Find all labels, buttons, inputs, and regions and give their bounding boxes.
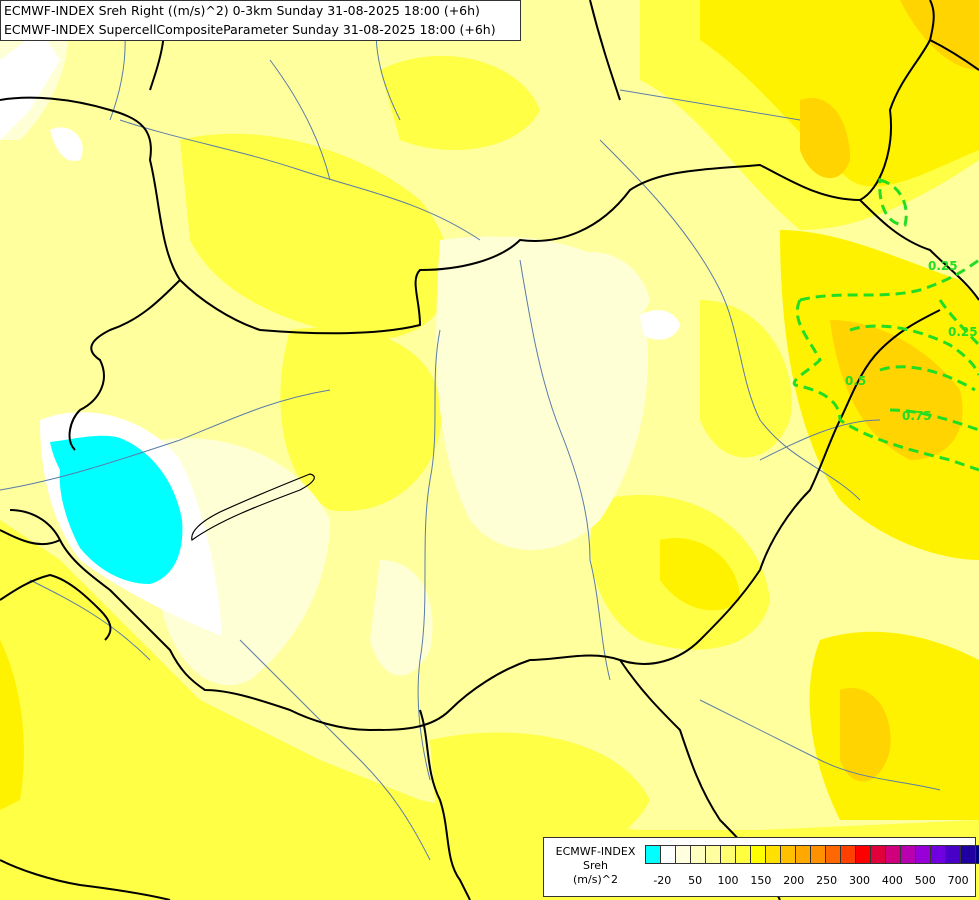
legend-swatch — [690, 845, 706, 864]
legend-swatch — [915, 845, 931, 864]
legend-swatch — [885, 845, 901, 864]
scp-contour-labels: 0.25 0.25 0.5 0.75 — [845, 259, 978, 423]
legend-swatch — [765, 845, 781, 864]
legend-swatches — [645, 845, 979, 864]
legend-swatch — [720, 845, 736, 864]
legend-tick-label: 250 — [816, 874, 838, 887]
legend-tick-label: 400 — [881, 874, 903, 887]
map-title-box: ECMWF-INDEX Sreh Right ((m/s)^2) 0-3km S… — [0, 0, 521, 41]
legend-swatch — [945, 845, 961, 864]
sreh-field-cyan — [50, 435, 183, 584]
legend-tick-label: 100 — [717, 874, 739, 887]
contour-label: 0.75 — [902, 409, 932, 423]
legend-swatch — [855, 845, 871, 864]
legend-label-line-2: Sreh — [582, 859, 608, 872]
legend-swatch — [975, 845, 979, 864]
legend-tick-label: 150 — [750, 874, 772, 887]
legend-swatch — [930, 845, 946, 864]
legend-swatch — [795, 845, 811, 864]
legend-swatch — [960, 845, 976, 864]
legend-swatch — [825, 845, 841, 864]
lake-balaton — [191, 473, 315, 542]
legend-swatch — [660, 845, 676, 864]
sreh-field-orange — [800, 0, 979, 782]
legend-swatch — [900, 845, 916, 864]
contour-label: 0.25 — [928, 259, 958, 273]
contour-label: 0.5 — [845, 374, 866, 388]
legend-tick-label: 700 — [947, 874, 969, 887]
legend-swatch — [840, 845, 856, 864]
legend-tick-label: 300 — [849, 874, 871, 887]
title-line-2: ECMWF-INDEX SupercellCompositeParameter … — [4, 22, 496, 37]
legend-label-line-1: ECMWF-INDEX — [555, 845, 636, 858]
legend-swatch — [645, 845, 661, 864]
rivers — [0, 0, 941, 861]
legend-swatch — [870, 845, 886, 864]
legend-swatch — [705, 845, 721, 864]
legend-label-line-3: (m/s)^2 — [573, 873, 618, 886]
legend-label: ECMWF-INDEX Sreh (m/s)^2 — [548, 845, 643, 887]
legend-swatch — [780, 845, 796, 864]
legend-tick-label: 50 — [688, 874, 703, 887]
legend-swatch — [810, 845, 826, 864]
legend-tick-label: 200 — [783, 874, 805, 887]
legend-tick-label: 500 — [914, 874, 936, 887]
title-line-1: ECMWF-INDEX Sreh Right ((m/s)^2) 0-3km S… — [4, 3, 480, 18]
legend-swatch — [675, 845, 691, 864]
legend-swatch — [735, 845, 751, 864]
contour-label: 0.25 — [948, 325, 978, 339]
legend-tick-label: -20 — [653, 874, 672, 887]
scp-contours — [792, 178, 979, 472]
legend-ticks: -20 50 100 150 200 250 300 400 500 700 — [645, 874, 975, 888]
color-legend: ECMWF-INDEX Sreh (m/s)^2 -20 50 100 150 200 2… — [543, 837, 979, 897]
legend-swatch — [750, 845, 766, 864]
